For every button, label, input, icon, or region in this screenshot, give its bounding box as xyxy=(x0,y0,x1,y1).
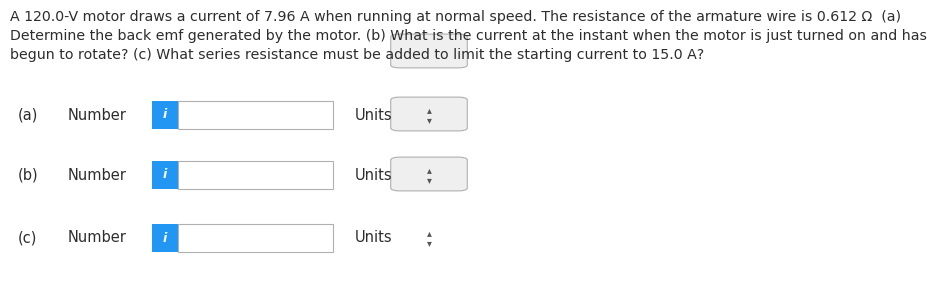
Text: Units: Units xyxy=(355,231,392,245)
Text: A 120.0-V motor draws a current of 7.96 A when running at normal speed. The resi: A 120.0-V motor draws a current of 7.96 … xyxy=(10,10,900,24)
Text: Number: Number xyxy=(68,231,127,245)
Text: i: i xyxy=(163,168,167,181)
Text: (b): (b) xyxy=(18,168,39,182)
Text: (a): (a) xyxy=(18,108,38,123)
Text: (c): (c) xyxy=(18,231,37,245)
Text: ▴: ▴ xyxy=(426,165,431,175)
Text: i: i xyxy=(163,231,167,244)
Text: ▾: ▾ xyxy=(426,238,431,248)
Text: ▴: ▴ xyxy=(426,105,431,115)
Text: Units: Units xyxy=(355,108,392,123)
Bar xyxy=(152,101,178,129)
Text: ▾: ▾ xyxy=(426,175,431,185)
Text: i: i xyxy=(163,108,167,121)
Text: Units: Units xyxy=(355,168,392,182)
Bar xyxy=(152,161,178,189)
Bar xyxy=(178,224,333,252)
Bar xyxy=(178,161,333,189)
Text: begun to rotate? (c) What series resistance must be added to limit the starting : begun to rotate? (c) What series resista… xyxy=(10,48,704,62)
Text: Determine the back emf generated by the motor. (b) What is the current at the in: Determine the back emf generated by the … xyxy=(10,29,927,43)
Text: Number: Number xyxy=(68,168,127,182)
FancyBboxPatch shape xyxy=(390,34,467,68)
Bar xyxy=(152,224,178,252)
Text: Number: Number xyxy=(68,108,127,123)
FancyBboxPatch shape xyxy=(390,157,467,191)
Text: ▾: ▾ xyxy=(426,115,431,125)
FancyBboxPatch shape xyxy=(390,97,467,131)
Bar xyxy=(178,101,333,129)
Text: ▴: ▴ xyxy=(426,228,431,238)
